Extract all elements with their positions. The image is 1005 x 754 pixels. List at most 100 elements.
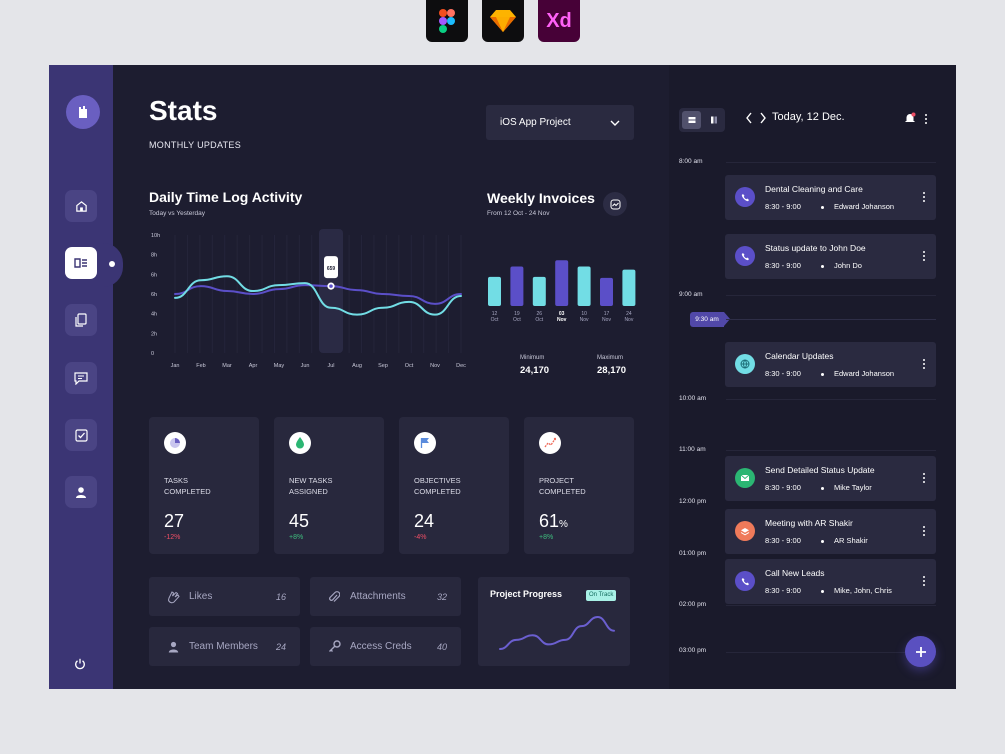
invoice-bar[interactable] bbox=[532, 276, 546, 306]
team-members-card[interactable]: Team Members 24 bbox=[149, 627, 300, 666]
y-tick-label: 10h bbox=[151, 233, 160, 239]
phone-icon bbox=[735, 571, 755, 591]
event-card[interactable]: Call New Leads 8:30 - 9:00 Mike, John, C… bbox=[725, 559, 936, 604]
stat-label: OBJECTIVES COMPLETED bbox=[414, 475, 499, 497]
globe-icon bbox=[735, 354, 755, 374]
invoice-min-label: Minimum bbox=[520, 355, 545, 361]
event-card[interactable]: Meeting with AR Shakir 8:30 - 9:00 AR Sh… bbox=[725, 509, 936, 554]
view-toggle bbox=[679, 108, 725, 132]
pie-chart-icon bbox=[164, 432, 186, 454]
sidebar-item-dashboard[interactable] bbox=[65, 247, 97, 279]
list-view-icon bbox=[688, 117, 695, 123]
bar-month-label: Nov bbox=[602, 317, 611, 323]
sidebar-item-home[interactable] bbox=[65, 190, 97, 222]
more-icon[interactable] bbox=[922, 472, 926, 484]
event-card[interactable]: Dental Cleaning and Care 8:30 - 9:00 Edw… bbox=[725, 175, 936, 220]
sidebar-item-tasks[interactable] bbox=[65, 419, 97, 451]
chevron-right-icon[interactable] bbox=[760, 112, 766, 124]
list-view-button[interactable] bbox=[682, 111, 701, 129]
column-view-button[interactable] bbox=[704, 111, 723, 129]
sidebar-item-profile[interactable] bbox=[65, 476, 97, 508]
project-progress-chart bbox=[499, 615, 615, 650]
brand-icon[interactable] bbox=[66, 95, 100, 129]
stat-card-project-completed[interactable]: PROJECT COMPLETED 61% +8% bbox=[524, 417, 634, 554]
more-icon[interactable] bbox=[922, 358, 926, 370]
event-people: Mike, John, Chris bbox=[834, 586, 892, 595]
project-select[interactable]: iOS App Project bbox=[486, 105, 634, 140]
event-title: Calendar Updates bbox=[765, 351, 834, 361]
sidebar-item-messages[interactable] bbox=[65, 362, 97, 394]
time-label: 10:00 am bbox=[679, 395, 707, 402]
stat-card-objectives[interactable]: OBJECTIVES COMPLETED 24 -4% bbox=[399, 417, 509, 554]
stat-label: NEW TASKS ASSIGNED bbox=[289, 475, 374, 497]
key-icon bbox=[326, 639, 342, 655]
x-tick-label: Dec bbox=[456, 363, 466, 369]
invoice-bar[interactable] bbox=[555, 260, 569, 306]
invoice-bar[interactable] bbox=[488, 276, 501, 306]
event-time: 8:30 - 9:00 bbox=[765, 369, 801, 378]
event-people: AR Shakir bbox=[834, 536, 868, 545]
event-time: 8:30 - 9:00 bbox=[765, 536, 801, 545]
more-icon[interactable] bbox=[922, 250, 926, 262]
separator-dot bbox=[821, 540, 824, 543]
invoice-bar[interactable] bbox=[622, 269, 636, 306]
sidebar-item-documents[interactable] bbox=[65, 304, 97, 336]
notification-bell-icon[interactable] bbox=[904, 112, 916, 124]
bar-day-label: 03 bbox=[559, 311, 565, 317]
event-time: 8:30 - 9:00 bbox=[765, 483, 801, 492]
event-people: John Do bbox=[834, 261, 862, 270]
event-time: 8:30 - 9:00 bbox=[765, 202, 801, 211]
calendar-date: Today, 12 Dec. bbox=[772, 111, 845, 123]
invoice-chart-button[interactable] bbox=[603, 192, 627, 216]
series-line-1 bbox=[174, 275, 462, 316]
access-creds-card[interactable]: Access Creds 40 bbox=[310, 627, 461, 666]
attachments-value: 32 bbox=[436, 591, 447, 602]
stat-label-line1: NEW TASKS bbox=[289, 476, 333, 485]
phone-icon bbox=[735, 246, 755, 266]
stat-card-tasks-completed[interactable]: TASKS COMPLETED 27 -12% bbox=[149, 417, 259, 554]
layers-icon bbox=[735, 521, 755, 541]
event-people: Edward Johanson bbox=[834, 202, 895, 211]
more-icon[interactable] bbox=[922, 575, 926, 587]
stat-number: 24 bbox=[414, 511, 435, 531]
project-progress-card[interactable]: Project Progress On Track bbox=[478, 577, 630, 666]
power-icon[interactable] bbox=[71, 655, 89, 673]
more-icon[interactable] bbox=[923, 112, 929, 126]
invoice-bar[interactable] bbox=[600, 277, 613, 306]
daily-log-chart: 0 2h 4h 6h 6h 8h 10h Jan Feb Mar Apr May Jun Jul Aug Se… bbox=[151, 229, 466, 369]
event-title: Send Detailed Status Update bbox=[765, 465, 875, 475]
time-line bbox=[726, 652, 936, 653]
y-tick-label: 2h bbox=[151, 331, 157, 337]
x-tick-label: May bbox=[274, 363, 285, 369]
bar-month-label: Nov bbox=[624, 317, 633, 323]
stat-number: 27 bbox=[164, 511, 185, 531]
page-subtitle: MONTHLY UPDATES bbox=[149, 140, 242, 150]
attachments-card[interactable]: Attachments 32 bbox=[310, 577, 461, 616]
event-card[interactable]: Send Detailed Status Update 8:30 - 9:00 … bbox=[725, 456, 936, 501]
bar-day-label: 24 bbox=[626, 311, 632, 317]
weekly-invoices-title: Weekly Invoices bbox=[487, 190, 595, 206]
figma-logo-icon bbox=[426, 0, 468, 42]
y-tick-label: 6h bbox=[151, 272, 157, 278]
event-card[interactable]: Status update to John Doe 8:30 - 9:00 Jo… bbox=[725, 234, 936, 279]
invoice-bar[interactable] bbox=[510, 266, 524, 306]
event-card[interactable]: Calendar Updates 8:30 - 9:00 Edward Joha… bbox=[725, 342, 936, 387]
separator-dot bbox=[821, 373, 824, 376]
access-creds-value: 40 bbox=[436, 641, 447, 652]
tooltip-value: 659 bbox=[327, 266, 336, 272]
x-tick-label: Oct bbox=[405, 363, 414, 369]
stat-card-new-tasks[interactable]: NEW TASKS ASSIGNED 45 +8% bbox=[274, 417, 384, 554]
time-label: 02:00 pm bbox=[679, 601, 707, 608]
add-event-button[interactable] bbox=[905, 636, 936, 667]
user-icon bbox=[165, 639, 181, 655]
phone-icon bbox=[735, 187, 755, 207]
progress-line bbox=[499, 615, 615, 650]
series-line-0 bbox=[174, 284, 462, 305]
more-icon[interactable] bbox=[922, 525, 926, 537]
chevron-left-icon[interactable] bbox=[746, 112, 752, 124]
likes-card[interactable]: Likes 16 bbox=[149, 577, 300, 616]
more-icon[interactable] bbox=[922, 191, 926, 203]
event-time: 8:30 - 9:00 bbox=[765, 586, 801, 595]
invoice-bar[interactable] bbox=[577, 266, 591, 306]
stat-label-line1: TASKS bbox=[164, 476, 189, 485]
